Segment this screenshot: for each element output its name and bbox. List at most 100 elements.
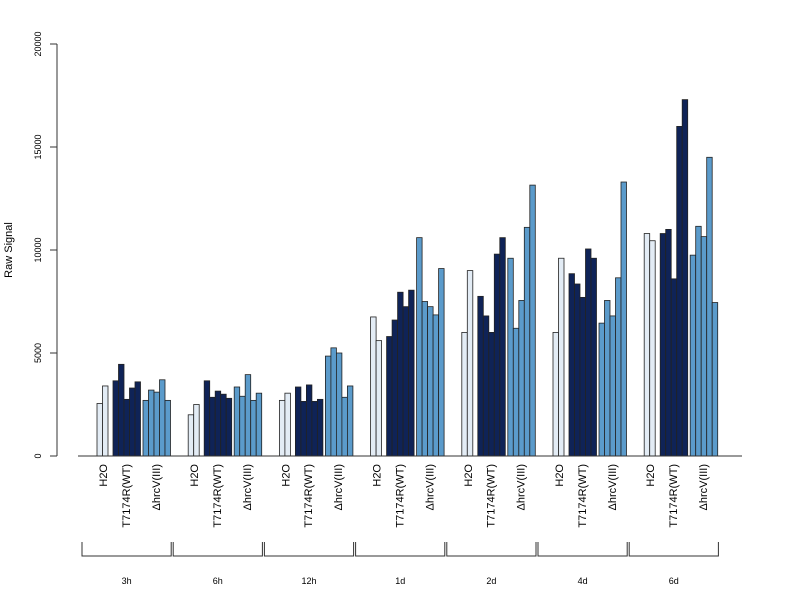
bar [615,277,622,457]
bar [477,295,484,457]
bar [432,314,440,457]
bar [643,233,651,457]
bar [585,248,592,457]
bar [574,283,581,457]
bar [284,392,291,457]
y-axis-label: Raw Signal [3,222,15,278]
timepoint-brackets: 3h 6h 12h 1d 2d 4d 6d [81,542,719,586]
group-label: ΔhrcV(III) [516,464,528,510]
group-label: T7174R(WT) [486,464,498,528]
timepoint-bracket [172,542,263,557]
bar [659,233,667,457]
group-label: H2O [372,464,384,487]
group-label: ΔhrcV(III) [242,464,254,510]
bar [214,390,222,457]
timepoint-bracket [263,542,355,557]
bar [375,340,383,457]
bar [233,386,241,457]
bar [142,399,149,457]
bar [402,306,410,457]
bar [499,237,506,457]
bar [129,387,136,457]
y-tick-label: 20000 [33,31,43,56]
bar [665,228,672,457]
bar [278,399,286,457]
bar [209,396,216,457]
timepoint-label: 6h [213,576,223,586]
bar [244,374,252,457]
bar [255,392,263,457]
timepoint-label: 6d [669,576,679,586]
bar [159,379,166,457]
y-tick-label: 5000 [33,343,43,363]
bar [416,237,423,457]
timepoint-bracket [446,542,537,557]
bar [604,300,611,457]
group-label: ΔhrcV(III) [333,464,345,510]
group-label: ΔhrcV(III) [151,464,163,510]
bar [695,225,702,457]
group-label: T7174R(WT) [394,464,406,528]
bar [512,327,520,457]
bar [552,331,559,457]
bar [609,315,616,457]
bar [493,253,501,457]
timepoint-label: 1d [395,576,405,586]
bar [164,399,171,457]
bar [676,126,683,457]
timepoint-label: 4d [578,576,588,586]
bar [341,396,348,457]
timepoint-bracket [81,542,172,557]
bars [96,99,719,457]
bar [134,381,141,457]
bar [421,301,429,457]
timepoint-bracket [355,542,446,557]
bar [482,315,490,457]
bar [391,319,399,457]
bar [148,389,155,457]
bar [386,336,393,457]
bar [335,352,343,457]
timepoint-label: 2d [486,576,496,586]
y-tick-label: 10000 [33,237,43,262]
bar [507,257,514,457]
group-label: ΔhrcV(III) [424,464,436,510]
y-tick-label: 15000 [33,134,43,159]
bar [408,289,415,457]
bar [225,397,233,457]
bar [706,156,713,457]
group-labels: H2O T7174R(WT) ΔhrcV(III) H2O T7174R(WT) Δhrc… [98,464,710,528]
group-label: T7174R(WT) [121,464,133,528]
y-tick-label: 0 [33,453,43,458]
bar [598,322,605,457]
bar [112,380,119,457]
group-label: ΔhrcV(III) [698,464,710,510]
group-label: H2O [189,464,201,487]
bar [488,331,495,457]
bar [96,403,103,457]
bar [700,236,708,457]
bar [466,270,474,457]
bar [294,386,302,457]
bar [123,398,130,457]
bar [397,291,404,457]
group-label: H2O [280,464,292,487]
bar [523,226,531,457]
bar [193,404,200,457]
bar [239,395,246,457]
timepoint-bracket [628,542,719,557]
y-axis: 0 5000 10000 15000 20000 [33,31,58,459]
group-label: T7174R(WT) [668,464,680,528]
bar [118,363,125,457]
bar [370,316,377,457]
bar [558,257,565,457]
bar [518,300,525,457]
bar [568,273,575,457]
group-label: T7174R(WT) [212,464,224,528]
bar [427,306,434,457]
bar [579,296,586,457]
timepoint-bracket [537,542,628,557]
timepoint-label: 12h [301,576,316,586]
bar [311,401,318,457]
